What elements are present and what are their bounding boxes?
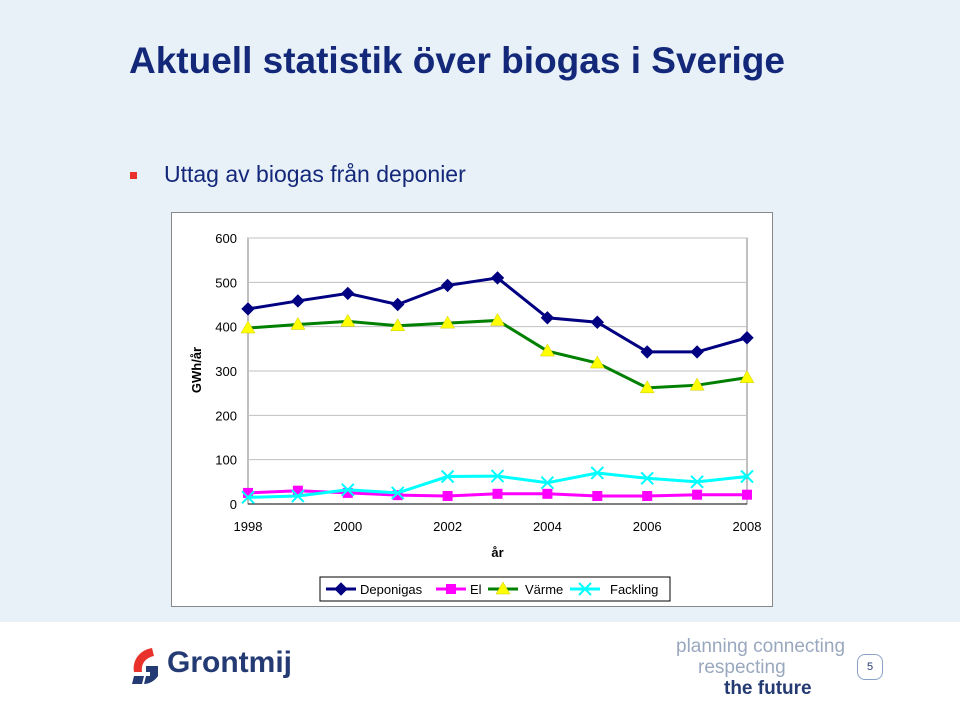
data-point-fackling bbox=[390, 486, 405, 500]
data-point-fackling bbox=[490, 469, 505, 483]
data-point-deponigas bbox=[341, 286, 355, 301]
data-point-varme bbox=[240, 320, 256, 334]
data-point-el bbox=[592, 491, 603, 502]
data-point-deponigas bbox=[540, 311, 555, 325]
x-axis-label: år bbox=[491, 545, 503, 560]
data-point-el bbox=[742, 489, 752, 500]
data-point-varme bbox=[639, 380, 655, 394]
data-point-el bbox=[392, 490, 403, 501]
data-point-fackling bbox=[440, 469, 455, 484]
data-point-el bbox=[342, 487, 353, 498]
y-tick-label: 300 bbox=[215, 364, 237, 379]
data-point-fackling bbox=[291, 489, 305, 503]
data-point-fackling bbox=[740, 469, 754, 484]
y-tick-label: 600 bbox=[215, 231, 237, 246]
data-point-el bbox=[292, 485, 303, 496]
x-tick-label: 2000 bbox=[333, 519, 362, 534]
y-tick-label: 500 bbox=[215, 275, 237, 290]
tagline-line-2: respecting bbox=[698, 657, 786, 678]
data-point-fackling bbox=[540, 476, 555, 490]
data-point-el bbox=[542, 488, 553, 499]
y-tick-label: 400 bbox=[215, 320, 237, 335]
x-tick-label: 2004 bbox=[533, 519, 562, 534]
data-point-varme bbox=[340, 313, 356, 327]
data-point-fackling bbox=[640, 471, 654, 485]
legend-label-varme: Värme bbox=[525, 582, 563, 597]
bullet-marker bbox=[130, 172, 137, 179]
page-number: 5 bbox=[857, 654, 883, 680]
grontmij-logo-icon bbox=[132, 648, 158, 684]
data-point-varme bbox=[539, 343, 555, 357]
tagline-line-3: the future bbox=[724, 678, 812, 699]
tagline-line-1: planning connecting bbox=[676, 636, 846, 657]
data-point-varme bbox=[689, 377, 705, 391]
legend-label-fackling: Fackling bbox=[610, 582, 658, 597]
data-point-varme bbox=[739, 370, 755, 383]
legend-label-deponigas: Deponigas bbox=[360, 582, 423, 597]
data-point-el bbox=[492, 488, 503, 499]
legend-marker-fackling bbox=[578, 582, 592, 596]
data-point-deponigas bbox=[640, 345, 654, 359]
y-axis-label: GWh/år bbox=[189, 347, 204, 393]
data-point-fackling bbox=[241, 490, 255, 505]
y-tick-label: 0 bbox=[230, 497, 237, 512]
legend-marker-varme bbox=[495, 581, 511, 595]
x-tick-label: 2008 bbox=[733, 519, 762, 534]
logo-text: Grontmij bbox=[167, 646, 292, 679]
data-point-deponigas bbox=[590, 315, 605, 329]
legend-marker-deponigas bbox=[334, 582, 348, 596]
data-point-deponigas bbox=[740, 331, 754, 345]
x-tick-label: 2006 bbox=[633, 519, 662, 534]
data-point-deponigas bbox=[440, 278, 455, 293]
data-point-deponigas bbox=[390, 297, 405, 312]
data-point-varme bbox=[290, 316, 306, 330]
data-point-varme bbox=[490, 312, 505, 326]
x-tick-label: 2002 bbox=[433, 519, 462, 534]
legend-marker-el bbox=[446, 584, 456, 594]
data-point-varme bbox=[390, 318, 406, 332]
data-point-fackling bbox=[341, 483, 355, 497]
legend-label-el: El bbox=[470, 582, 482, 597]
bullet-text: Uttag av biogas från deponier bbox=[164, 161, 466, 187]
data-point-fackling bbox=[590, 466, 605, 480]
data-point-el bbox=[243, 487, 253, 498]
chart-container: 0 100 200 300 400 500 600 1998 2000 2002 2004 2006 2… bbox=[171, 212, 773, 607]
data-point-el bbox=[642, 491, 653, 502]
data-point-varme bbox=[440, 315, 456, 329]
x-tick-label: 1998 bbox=[234, 519, 263, 534]
tagline: planning connecting respecting the futur… bbox=[676, 636, 846, 699]
y-tick-label: 100 bbox=[215, 453, 237, 468]
y-tick-label: 200 bbox=[215, 408, 237, 423]
footer bbox=[0, 622, 960, 716]
series-line-varme bbox=[247, 318, 748, 390]
slide-title: Aktuell statistik över biogas i Sverige bbox=[129, 40, 785, 81]
data-point-el bbox=[692, 489, 703, 500]
data-point-deponigas bbox=[241, 302, 255, 316]
data-point-varme bbox=[589, 355, 605, 369]
line-chart: 0 100 200 300 400 500 600 1998 2000 2002 2004 2006 2… bbox=[189, 231, 762, 602]
data-point-el bbox=[442, 491, 453, 502]
data-point-deponigas bbox=[291, 294, 305, 308]
data-point-fackling bbox=[690, 475, 704, 489]
data-point-deponigas bbox=[690, 345, 704, 359]
data-point-deponigas bbox=[490, 271, 505, 285]
